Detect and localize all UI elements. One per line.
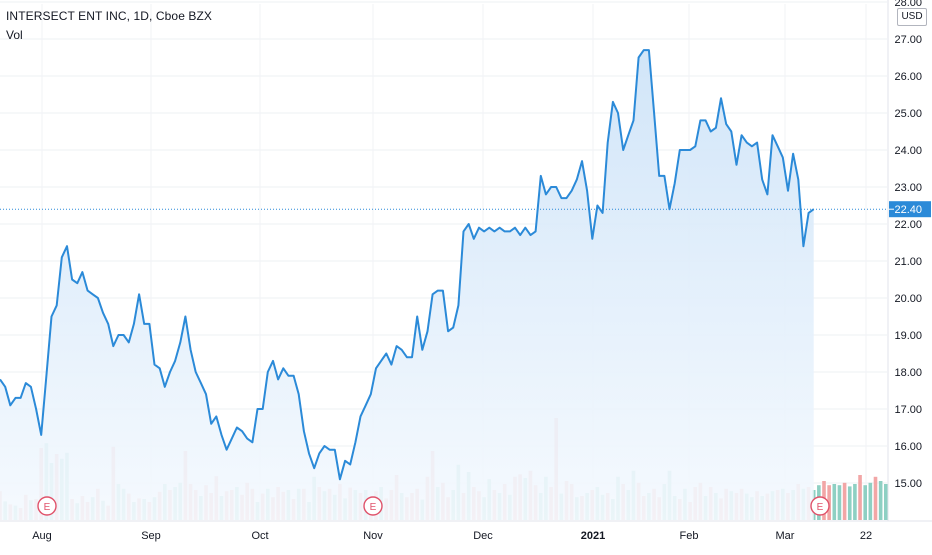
volume-bar [832, 484, 837, 520]
y-tick-label: 17.00 [894, 404, 922, 416]
y-tick-label: 15.00 [894, 478, 922, 490]
y-tick-label: 16.00 [894, 441, 922, 453]
y-tick-label: 24.00 [894, 145, 922, 157]
y-axis-panel[interactable] [888, 0, 932, 530]
earnings-marker-circle[interactable] [363, 496, 383, 516]
x-tick-label: Feb [680, 530, 699, 542]
x-axis-panel[interactable] [0, 521, 932, 550]
volume-bar [837, 485, 842, 520]
last-price-badge [889, 201, 931, 218]
volume-bar [863, 485, 867, 520]
price-series-line [0, 49, 815, 481]
price-area [0, 50, 814, 520]
x-tick-label: Aug [32, 530, 52, 542]
y-tick-label: 21.00 [894, 256, 922, 268]
x-tick-label: Dec [473, 530, 493, 542]
y-tick-label: 28.00 [894, 0, 922, 9]
y-tick-label: 22.00 [894, 219, 922, 231]
volume-bar [853, 484, 857, 520]
y-tick-label: 23.00 [894, 182, 922, 194]
y-tick-label: 20.00 [894, 293, 922, 305]
y-tick-label: 19.00 [894, 330, 922, 342]
y-axis[interactable]: 15.00 16.00 17.00 18.00 19.00 20.00 21.00 22.00… [887, 0, 932, 530]
x-axis[interactable]: Aug Sep Oct Nov Dec 2021 Feb Mar 22 [0, 520, 932, 550]
y-tick-label: 27.00 [894, 34, 922, 46]
earnings-marker-circle[interactable] [37, 496, 57, 516]
volume-bar [873, 476, 878, 520]
earnings-marker-label: E [370, 502, 377, 513]
volume-bar [847, 486, 852, 520]
x-tick-label: Sep [141, 530, 161, 542]
earnings-marker[interactable]: E [37, 496, 57, 516]
last-price-label: 22.40 [894, 204, 922, 216]
earnings-marker[interactable]: E [363, 496, 383, 516]
x-tick-label: 22 [860, 530, 872, 542]
volume-bar [858, 475, 862, 520]
volume-legend-label: Vol [6, 28, 23, 42]
x-tick-label: Oct [251, 530, 268, 542]
currency-badge[interactable]: USD [897, 8, 927, 26]
y-tick-label: 25.00 [894, 108, 922, 120]
earnings-marker[interactable]: E [810, 496, 830, 516]
x-tick-label: 2021 [581, 530, 605, 542]
y-tick-label: 18.00 [894, 367, 922, 379]
volume-bar [884, 484, 888, 520]
symbol-title: INTERSECT ENT INC, 1D, Cboe BZX [6, 9, 213, 23]
volume-bar [868, 482, 873, 520]
price-line [0, 49, 815, 481]
volume-bar [842, 482, 847, 520]
volume-bar [878, 481, 883, 520]
earnings-marker-circle[interactable] [810, 496, 830, 516]
x-tick-label: Nov [363, 530, 383, 542]
earnings-marker-label: E [817, 502, 824, 513]
x-tick-label: Mar [776, 530, 795, 542]
volume-bar [827, 485, 831, 520]
price-area-fill [0, 50, 814, 520]
y-tick-label: 26.00 [894, 71, 922, 83]
earnings-marker-label: E [44, 502, 51, 513]
